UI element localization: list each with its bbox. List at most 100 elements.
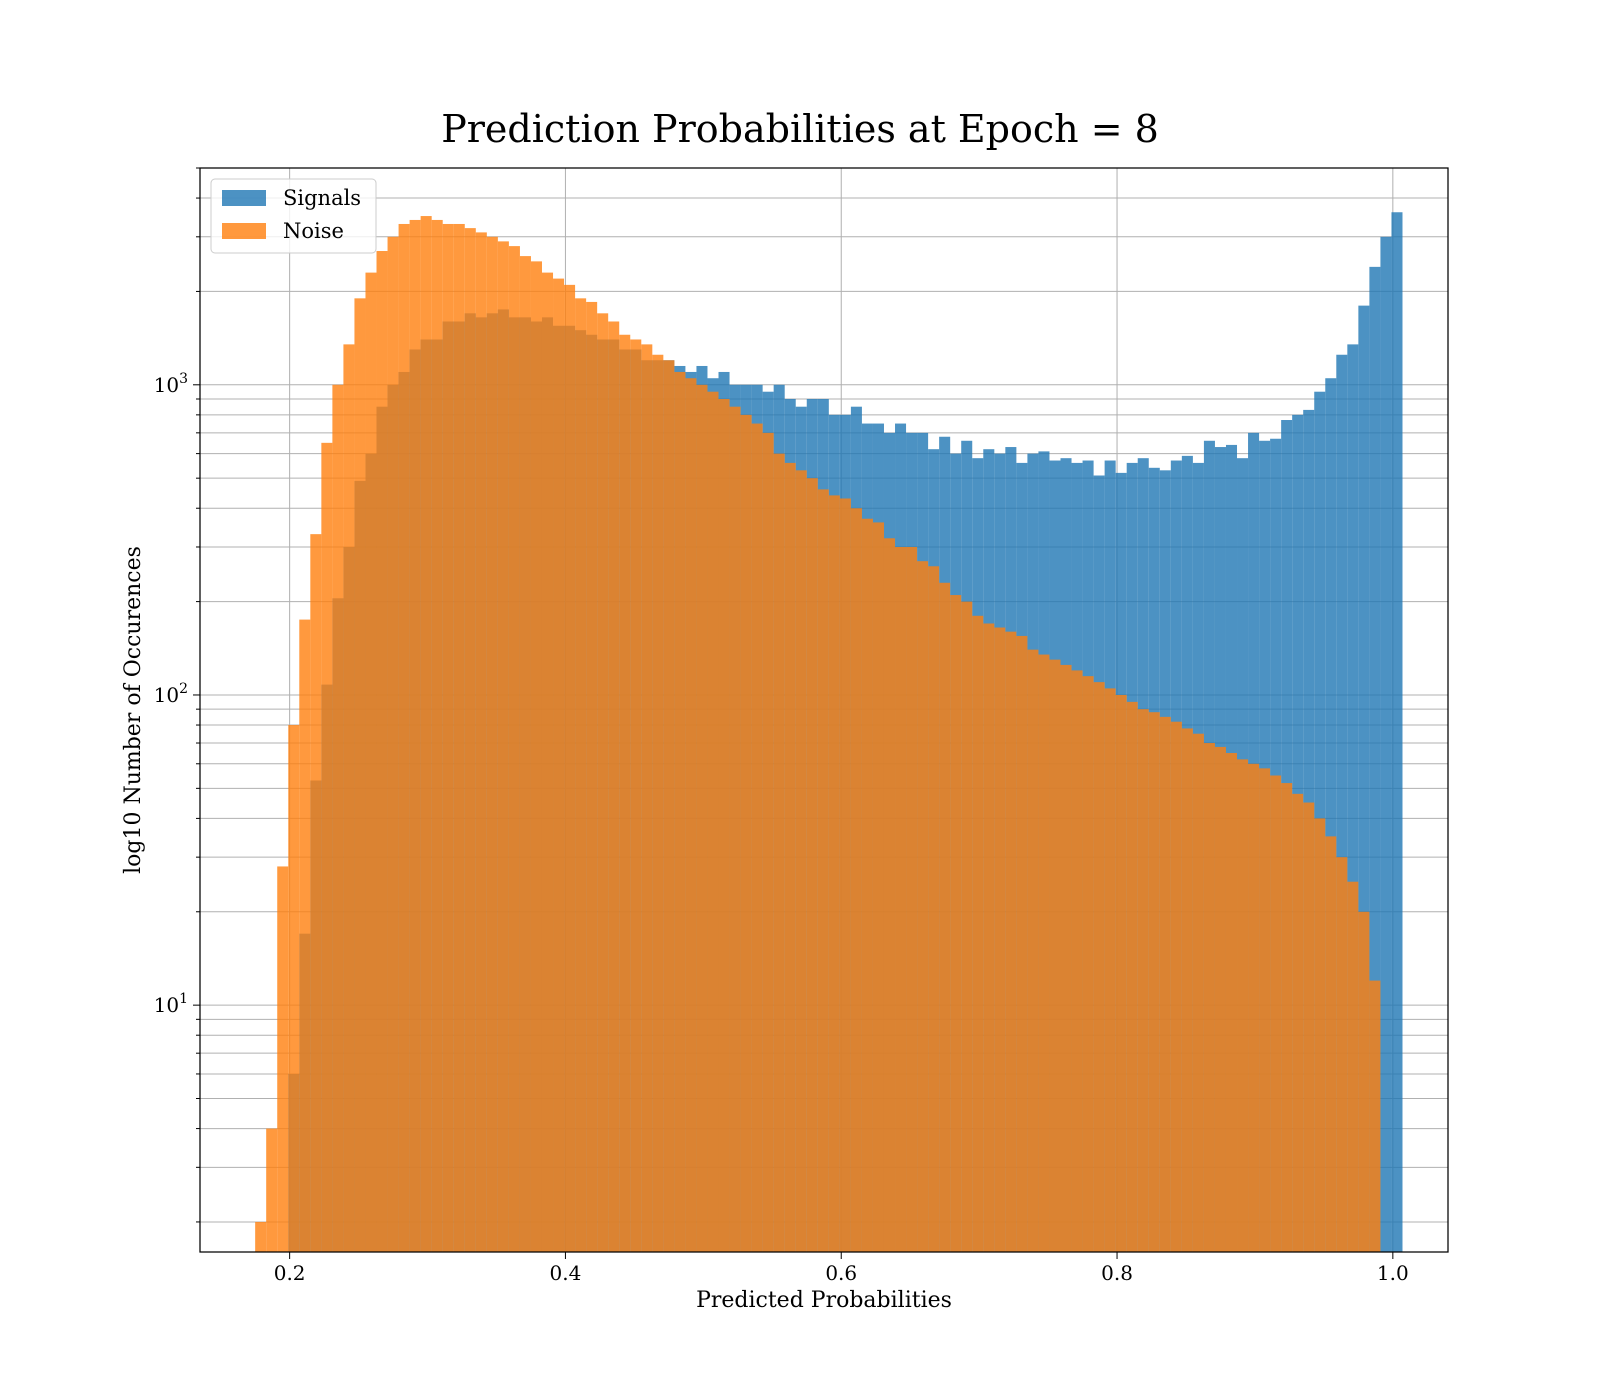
bar-signals	[1347, 344, 1359, 1253]
bar-noise	[1181, 728, 1193, 1252]
bar-noise	[1082, 676, 1094, 1252]
bar-noise	[321, 442, 333, 1252]
bar-noise	[288, 725, 300, 1252]
bar-noise	[376, 251, 388, 1253]
bar-noise	[861, 518, 873, 1252]
bar-noise	[409, 219, 421, 1253]
bar-noise	[1270, 775, 1282, 1252]
bar-noise	[354, 298, 366, 1252]
bar-noise	[1060, 664, 1072, 1252]
bar-noise	[1369, 980, 1381, 1252]
bar-noise	[1336, 857, 1348, 1252]
bar-noise	[453, 223, 465, 1253]
bar-noise	[784, 462, 796, 1253]
bar-noise	[1259, 768, 1271, 1252]
bar-signals	[1380, 236, 1392, 1252]
bar-noise	[895, 546, 907, 1252]
bar-noise	[751, 423, 763, 1252]
bar-noise	[332, 384, 344, 1252]
bar-noise	[641, 344, 653, 1253]
bar-noise	[464, 228, 476, 1252]
bar-noise	[806, 478, 818, 1253]
bar-noise	[431, 219, 443, 1253]
y-tick-label: 101	[154, 991, 188, 1017]
x-tick-label: 1.0	[1377, 1261, 1409, 1285]
bar-noise	[707, 391, 719, 1252]
bar-noise	[475, 232, 487, 1252]
bar-noise	[1071, 670, 1083, 1252]
bar-noise	[917, 561, 929, 1252]
bar-noise	[906, 546, 918, 1252]
legend-label-signals: Signals	[283, 186, 361, 210]
y-tick-label: 103	[154, 371, 188, 397]
bar-noise	[575, 298, 587, 1252]
x-tick-label: 0.6	[825, 1261, 857, 1285]
bar-noise	[486, 236, 498, 1252]
bar-noise	[497, 241, 509, 1253]
bar-noise	[1225, 752, 1238, 1252]
bar-noise	[663, 360, 675, 1252]
bar-noise	[508, 246, 520, 1253]
bar-noise	[1049, 659, 1061, 1252]
bar-noise	[1104, 688, 1116, 1252]
bar-noise	[255, 1221, 267, 1252]
bar-noise	[762, 432, 774, 1252]
legend-label-noise: Noise	[283, 219, 344, 243]
bar-noise	[1137, 709, 1149, 1252]
bar-noise	[1214, 746, 1226, 1252]
bar-noise	[740, 414, 752, 1252]
bar-noise	[277, 866, 289, 1252]
bar-noise	[674, 371, 686, 1253]
bar-noise	[983, 623, 995, 1252]
bar-noise	[1027, 649, 1039, 1252]
bar-noise	[950, 595, 962, 1252]
bar-noise	[519, 256, 531, 1253]
y-axis-label: log10 Number of Occurences	[121, 546, 146, 874]
bar-noise	[994, 627, 1006, 1252]
bar-noise	[1314, 818, 1326, 1252]
bar-noise	[1093, 682, 1105, 1252]
bar-noise	[1281, 783, 1293, 1252]
bar-noise	[795, 470, 807, 1252]
x-tick-label: 0.4	[550, 1261, 582, 1285]
bar-noise	[365, 272, 377, 1252]
bar-noise	[839, 498, 851, 1253]
bar-noise	[310, 534, 322, 1252]
bar-noise	[961, 601, 973, 1252]
bar-noise	[1237, 759, 1249, 1252]
chart-title: Prediction Probabilities at Epoch = 8	[441, 107, 1159, 151]
bar-noise	[729, 406, 741, 1253]
bar-noise	[1148, 712, 1160, 1252]
bar-noise	[1203, 743, 1215, 1252]
bar-noise	[1303, 802, 1315, 1252]
bar-noise	[1159, 716, 1171, 1252]
bar-noise	[1170, 721, 1182, 1252]
bar-noise	[619, 334, 631, 1252]
bar-noise	[586, 301, 598, 1252]
bar-noise	[1192, 733, 1204, 1252]
bar-signals	[1391, 212, 1403, 1253]
bars	[255, 212, 1403, 1253]
bar-noise	[541, 272, 554, 1252]
bar-noise	[773, 453, 785, 1252]
series-noise	[255, 216, 1381, 1253]
legend-swatch-signals	[222, 190, 266, 206]
bar-noise	[387, 236, 399, 1252]
bar-noise	[696, 384, 708, 1252]
bar-noise	[1325, 836, 1337, 1252]
bar-noise	[1038, 654, 1050, 1252]
bar-noise	[608, 321, 620, 1252]
bar-noise	[597, 313, 609, 1252]
axis-ticks: 0.2 0.4 0.6 0.8 1.0 101 102 103	[154, 167, 1409, 1285]
bar-noise	[652, 354, 664, 1253]
plot-frame	[199, 167, 1449, 1253]
legend: Signals Noise	[210, 178, 377, 254]
bar-noise	[850, 508, 862, 1252]
x-tick-label: 0.2	[274, 1261, 306, 1285]
bar-noise	[442, 223, 454, 1253]
bar-noise	[343, 344, 355, 1253]
bar-signals	[1325, 378, 1337, 1253]
bar-noise	[1358, 911, 1370, 1252]
bar-signals	[1369, 266, 1381, 1252]
